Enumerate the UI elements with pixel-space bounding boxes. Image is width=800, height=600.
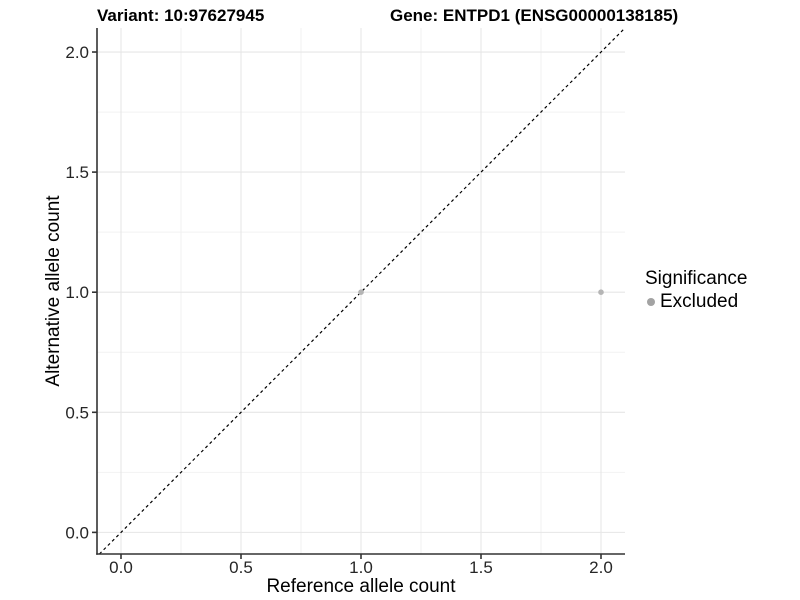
y-tick-label: 0.0 — [65, 523, 89, 542]
identity-line — [98, 27, 626, 555]
data-point — [598, 289, 604, 296]
y-tick-label: 2.0 — [65, 43, 89, 62]
x-axis-title: Reference allele count — [266, 576, 456, 597]
y-tick-label: 1.5 — [65, 163, 89, 182]
y-tick-label: 0.5 — [65, 403, 89, 422]
gene-title: Gene: ENTPD1 (ENSG00000138185) — [390, 6, 679, 25]
x-tick-label: 1.5 — [469, 558, 493, 577]
x-tick-label: 1.0 — [349, 558, 373, 577]
legend-key-circle-icon — [647, 298, 655, 306]
legend-item-excluded: Excluded — [645, 291, 747, 313]
legend-title: Significance — [645, 268, 748, 289]
x-tick-label: 2.0 — [589, 558, 613, 577]
legend: Significance Excluded — [645, 268, 747, 313]
variant-title: Variant: 10:97627945 — [97, 6, 265, 25]
y-axis-title: Alternative allele count — [43, 195, 64, 387]
data-point — [358, 289, 364, 296]
x-tick-label: 0.0 — [109, 558, 133, 577]
y-tick-label: 1.0 — [65, 283, 89, 302]
x-tick-label: 0.5 — [229, 558, 253, 577]
legend-item-label: Excluded — [660, 291, 739, 312]
